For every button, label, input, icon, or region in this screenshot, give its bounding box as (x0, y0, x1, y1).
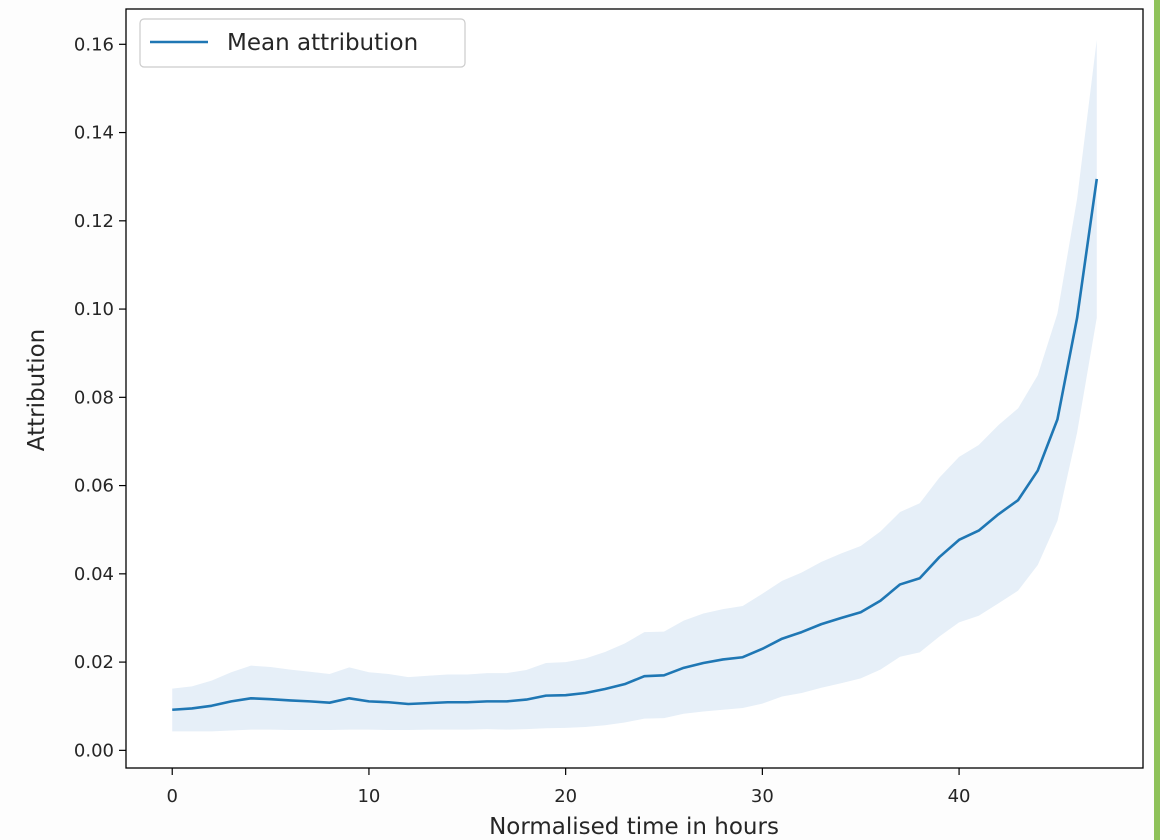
y-tick-label: 0.04 (74, 564, 114, 585)
y-axis-label: Attribution (24, 329, 50, 451)
y-tick-label: 0.08 (74, 387, 114, 408)
y-tick-label: 0.12 (74, 211, 114, 232)
x-tick-label: 0 (167, 786, 178, 807)
x-tick-label: 40 (948, 786, 971, 807)
confidence-band (172, 39, 1097, 732)
plot-frame (125, 8, 1144, 769)
y-tick-label: 0.14 (74, 123, 114, 144)
y-tick-label: 0.06 (74, 476, 114, 497)
x-tick-label: 10 (357, 786, 380, 807)
legend-box (139, 18, 466, 68)
mean-attribution-line (172, 178, 1099, 712)
y-tick-label: 0.02 (74, 652, 114, 673)
legend: Mean attribution (139, 18, 466, 68)
x-tick-label: 30 (751, 786, 774, 807)
y-tick-label: 0.16 (74, 34, 114, 55)
y-axis-ticks: 0.00 0.02 0.04 0.06 0.08 0.10 0.12 0.14 0.16 (74, 34, 126, 761)
x-axis-ticks: 0 10 20 30 40 (167, 768, 971, 807)
x-axis-label: Normalised time in hours (489, 814, 779, 840)
y-tick-label: 0.00 (74, 740, 114, 761)
x-tick-label: 20 (554, 786, 577, 807)
y-tick-label: 0.10 (74, 299, 114, 320)
legend-label-mean-attribution: Mean attribution (227, 30, 418, 56)
